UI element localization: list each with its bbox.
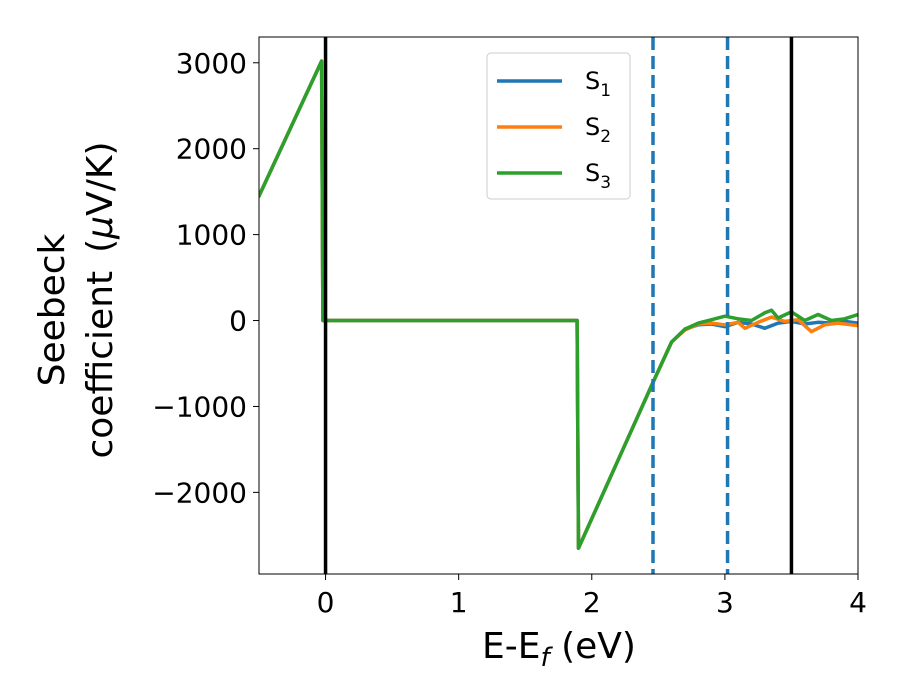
- vline-layer: [323, 37, 794, 574]
- legend-label-s1: S1: [585, 67, 611, 101]
- y-axis-label-line2: coefficient(μV/K): [80, 141, 121, 458]
- series-layer: [259, 59, 858, 550]
- x-tick-label: 1: [450, 586, 468, 619]
- x-tick-label: 2: [583, 586, 601, 619]
- y-tick-label: 0: [229, 305, 247, 338]
- legend: S1 S2 S3: [486, 52, 631, 200]
- x-tick-label: 3: [716, 586, 734, 619]
- y-axis-label-line1: Seebeck: [32, 233, 73, 386]
- x-tick-label: 4: [849, 586, 867, 619]
- plot-frame: [258, 36, 859, 575]
- x-tick-label: 0: [317, 586, 335, 619]
- y-tick-label: 1000: [176, 219, 247, 252]
- x-axis-label: E-Ef (eV): [482, 626, 636, 673]
- y-tick-label: −1000: [152, 390, 247, 423]
- tick-layer: 0 1 2 3 4 −2000 −1000 0 1000 2000 3000: [152, 47, 867, 619]
- y-tick-label: −2000: [152, 476, 247, 509]
- legend-label-s3: S3: [585, 159, 611, 193]
- legend-label-s2: S2: [585, 113, 611, 147]
- series-line-s3: [259, 59, 858, 550]
- y-tick-label: 2000: [176, 133, 247, 166]
- y-tick-label: 3000: [176, 47, 247, 80]
